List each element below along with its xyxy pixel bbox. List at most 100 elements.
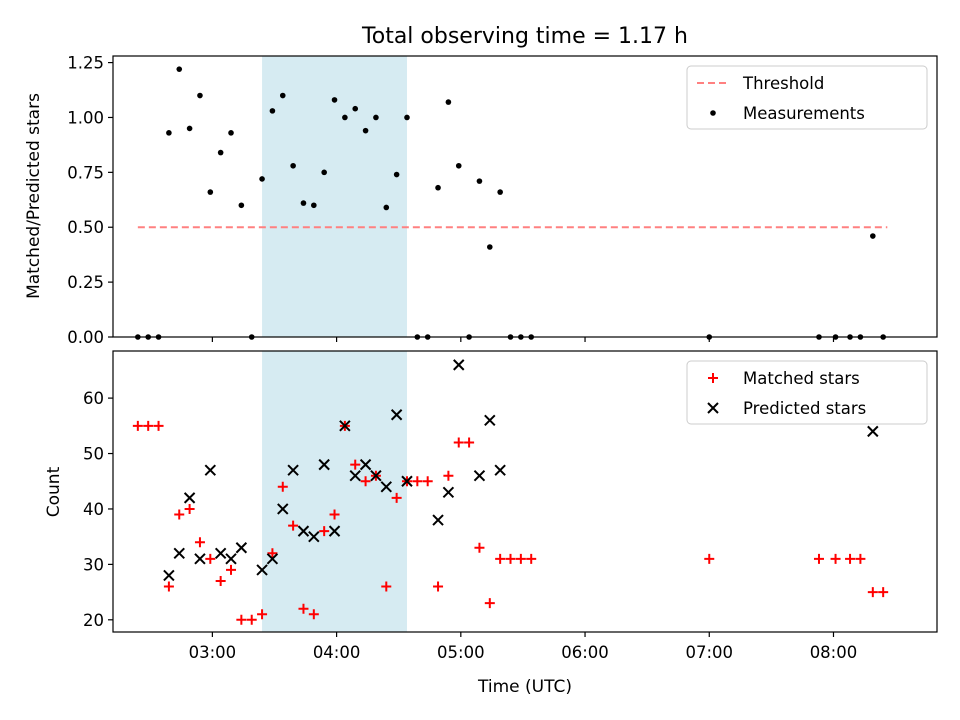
bottom-matched-stars-point: [830, 553, 841, 564]
bottom-legend-predicted-stars-label: Predicted stars: [743, 399, 866, 418]
bottom-predicted-stars-point: [494, 464, 506, 476]
top-measurements-point: [238, 202, 245, 209]
bottom-y-tick-label: 20: [83, 611, 104, 630]
top-measurements-point: [404, 114, 410, 121]
bottom-predicted-stars-point: [390, 409, 403, 421]
bottom-matched-stars-point: [505, 553, 516, 564]
bottom-matched-stars-point: [464, 437, 475, 448]
bottom-matched-stars-point: [855, 553, 866, 564]
top-y-axis-label: Matched/Predicted stars: [24, 93, 44, 299]
bottom-matched-stars-point: [132, 420, 143, 431]
bottom-matched-stars-point: [329, 509, 340, 520]
bottom-matched-stars-point: [205, 553, 216, 564]
bottom-predicted-stars-point: [339, 420, 351, 432]
bottom-matched-stars-point: [381, 581, 392, 592]
bottom-matched-stars-point: [474, 542, 485, 553]
bottom-predicted-stars-point: [359, 458, 372, 471]
top-measurements-point: [207, 189, 214, 195]
bottom-legend-box: [686, 360, 928, 425]
top-legend: Threshold Measurements: [686, 65, 928, 130]
top-measurements-point: [269, 108, 276, 114]
top-measurements-point: [870, 233, 876, 239]
top-y-tick-label: 1.00: [67, 108, 104, 127]
bottom-legend-matched-stars-label: Matched stars: [743, 369, 860, 388]
bottom-predicted-stars-point: [432, 514, 444, 526]
top-measurements-point: [362, 127, 369, 134]
top-legend-measurements-label: Measurements: [743, 104, 865, 123]
top-measurements-point: [383, 204, 390, 211]
top-measurements-point: [331, 97, 338, 103]
bottom-matched-stars-point: [163, 581, 174, 592]
top-measurements-point: [373, 114, 379, 121]
bottom-shaded-span: [262, 351, 407, 632]
bottom-predicted-stars-point: [308, 530, 320, 543]
bottom-y-tick-label: 50: [83, 445, 104, 464]
bottom-y-axis-label: Count: [44, 466, 64, 517]
bottom-predicted-stars-point: [328, 525, 341, 537]
bottom-predicted-stars-point: [401, 475, 413, 487]
bottom-matched-stars-point: [867, 587, 878, 598]
bottom-predicted-stars-point: [277, 503, 289, 515]
bottom-matched-stars-point: [277, 481, 288, 492]
bottom-matched-stars-point: [236, 614, 247, 625]
bottom-predicted-stars-point: [484, 414, 496, 426]
bottom-predicted-stars-point: [225, 553, 237, 565]
top-y-tick-label: 0.00: [67, 328, 104, 347]
top-measurements-point: [352, 105, 359, 112]
bottom-matched-stars-point: [257, 609, 268, 620]
bottom-predicted-stars-point: [442, 486, 455, 499]
bottom-matched-stars-point: [495, 553, 506, 564]
top-measurements-point: [393, 171, 400, 178]
top-measurements-point: [279, 92, 286, 99]
top-measurements-point: [166, 130, 172, 136]
bottom-matched-stars-point: [813, 553, 824, 564]
bottom-predicted-stars-point: [204, 464, 217, 476]
bottom-predicted-stars-point: [370, 469, 382, 482]
bottom-x-tick-label: 07:00: [685, 643, 733, 662]
bottom-predicted-stars-point: [287, 464, 299, 476]
bottom-matched-stars-point: [174, 509, 185, 520]
bottom-x-tick-label: 03:00: [189, 643, 237, 662]
bottom-predicted-stars-point: [453, 359, 465, 371]
bottom-matched-stars-point: [443, 470, 454, 481]
top-measurements-point: [321, 169, 327, 176]
top-measurements-point: [186, 125, 193, 132]
bottom-matched-stars-point: [360, 476, 371, 487]
bottom-x-tick-label: 08:00: [810, 643, 858, 662]
bottom-predicted-stars-point: [194, 553, 206, 565]
top-measurements-point: [445, 99, 452, 105]
top-measurements-point: [497, 189, 503, 195]
top-measurements-point: [259, 176, 265, 182]
top-y-tick-label: 1.25: [67, 54, 104, 73]
top-axes-frame: [112, 55, 938, 338]
bottom-matched-stars-point: [184, 503, 195, 514]
top-y-tick-label: 0.50: [67, 218, 104, 237]
bottom-matched-stars-point: [526, 553, 537, 564]
bottom-y-tick-label: 60: [83, 389, 104, 408]
bottom-legend-predicted-stars-handle: [707, 402, 719, 414]
bottom-matched-stars-point: [433, 581, 444, 592]
bottom-matched-stars-point: [484, 598, 495, 609]
bottom-predicted-stars-point: [380, 481, 392, 493]
bottom-predicted-stars-point: [266, 553, 279, 565]
bottom-matched-stars-point: [246, 614, 257, 625]
bottom-predicted-stars-point: [183, 492, 196, 504]
bottom-matched-stars-point: [153, 420, 164, 431]
bottom-predicted-stars-point: [163, 569, 175, 582]
bottom-matched-stars-point: [319, 526, 330, 537]
bottom-x-tick-label: 05:00: [437, 643, 485, 662]
bottom-axes-frame: [112, 350, 938, 633]
top-legend-box: [686, 65, 928, 130]
top-measurements-point: [217, 149, 224, 156]
bottom-matched-stars-point: [878, 587, 889, 598]
top-measurements-point: [228, 130, 234, 136]
bottom-panel: 20 30 40 50 60 03:00 04:00 05:00 06:00 07:00 08:00…: [83, 350, 938, 662]
bottom-predicted-stars-point: [256, 564, 268, 576]
bottom-matched-stars-point: [412, 476, 423, 487]
bottom-predicted-stars-point: [214, 547, 227, 560]
top-measurements-point: [455, 162, 462, 169]
bottom-matched-stars-point: [226, 564, 237, 575]
bottom-matched-stars-point: [288, 520, 299, 531]
bottom-matched-stars-point: [391, 492, 402, 503]
bottom-matched-stars-point: [143, 420, 154, 431]
